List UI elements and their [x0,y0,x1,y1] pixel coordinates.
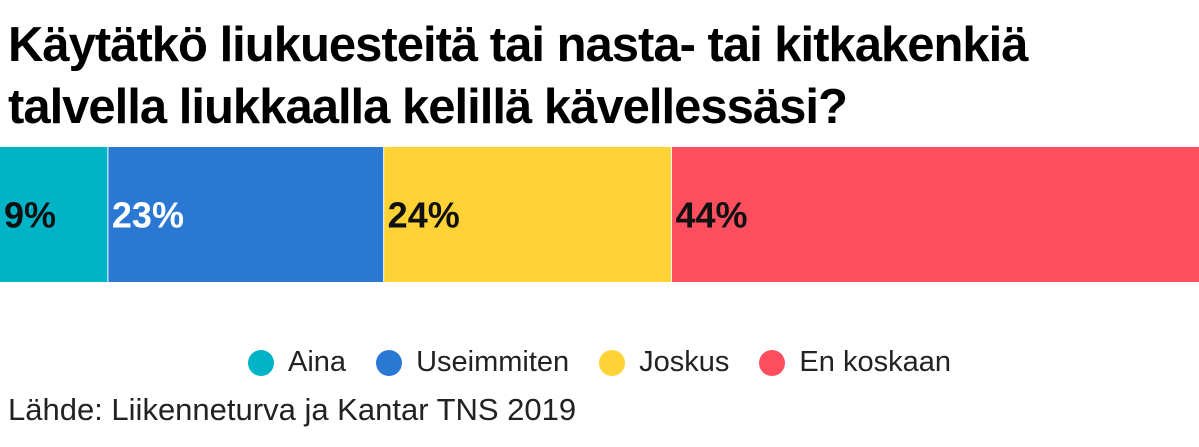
legend-label: Useimmiten [416,346,570,378]
bar-segment-aina [0,147,108,282]
data-label-useimmiten: 23% [112,195,184,236]
legend-label: En koskaan [799,346,951,378]
legend-label: Aina [288,346,347,378]
source-note: Lähde: Liikenneturva ja Kantar TNS 2019 [8,392,577,427]
legend-item-useimmiten: Useimmiten [376,346,569,379]
stacked-bar: 9% 23% 24% 44% [0,147,1199,282]
stacked-bar-svg: 9% 23% 24% 44% [0,147,1199,282]
data-label-en-koskaan: 44% [675,195,747,236]
bar-segment-useimmiten [107,147,384,282]
data-label-aina: 9% [4,195,56,236]
legend-swatch [599,349,626,376]
legend-item-en-koskaan: En koskaan [759,346,951,379]
legend-swatch [248,349,275,376]
chart-title: Käytätkö liukuesteitä tai nasta- tai kit… [8,18,1029,134]
bar-segment-en-koskaan [671,147,1199,282]
bar-segment-joskus [383,147,672,282]
legend-item-joskus: Joskus [599,346,729,379]
legend: Aina Useimmiten Joskus En koskaan [0,346,1199,379]
legend-swatch [759,349,786,376]
data-label-joskus: 24% [388,195,460,236]
legend-item-aina: Aina [248,346,346,379]
legend-swatch [376,349,403,376]
legend-label: Joskus [639,346,730,378]
